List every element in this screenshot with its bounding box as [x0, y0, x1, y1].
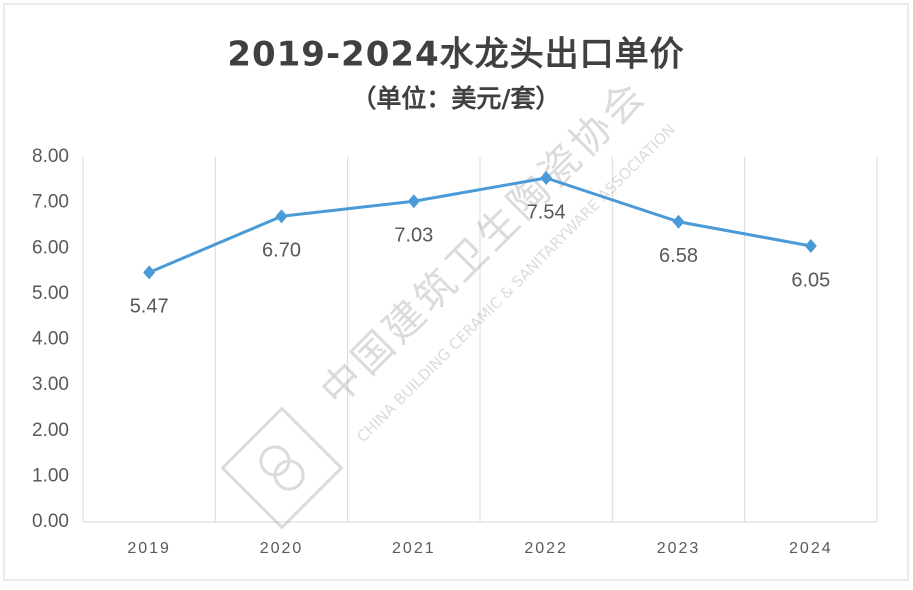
x-tick-label: 2023 [657, 540, 701, 557]
x-tick-label: 2020 [260, 540, 304, 557]
x-tick-label: 2022 [524, 540, 568, 557]
line-series [148, 176, 812, 274]
data-label: 6.05 [791, 269, 830, 291]
y-tick-label: 8.00 [32, 146, 69, 167]
y-tick-label: 3.00 [32, 374, 69, 395]
watermark-logo [220, 406, 344, 530]
y-tick-label: 1.00 [32, 465, 69, 486]
chart-title: 2019-2024水龙头出口单价 [227, 35, 684, 75]
data-label: 5.47 [130, 296, 169, 318]
data-label: 7.03 [394, 225, 433, 247]
data-label: 7.54 [527, 201, 566, 223]
data-label: 6.70 [262, 240, 301, 262]
y-tick-label: 4.00 [32, 329, 69, 350]
marker [804, 238, 817, 253]
marker [540, 170, 553, 185]
y-tick-label: 5.00 [32, 283, 69, 304]
chart-subtitle: （单位：美元/套） [351, 84, 560, 113]
y-tick-label: 7.00 [32, 192, 69, 213]
marker [143, 265, 156, 280]
y-tick-label: 0.00 [32, 511, 69, 532]
data-label: 6.58 [659, 245, 698, 267]
x-tick-label: 2019 [127, 540, 171, 557]
x-tick-label: 2021 [392, 540, 436, 557]
chart-border [3, 3, 909, 581]
x-tick-label: 2024 [789, 540, 833, 557]
marker [275, 209, 288, 224]
y-tick-label: 2.00 [32, 420, 69, 441]
y-tick-label: 6.00 [32, 237, 69, 258]
marker [407, 194, 420, 209]
marker [672, 214, 685, 229]
